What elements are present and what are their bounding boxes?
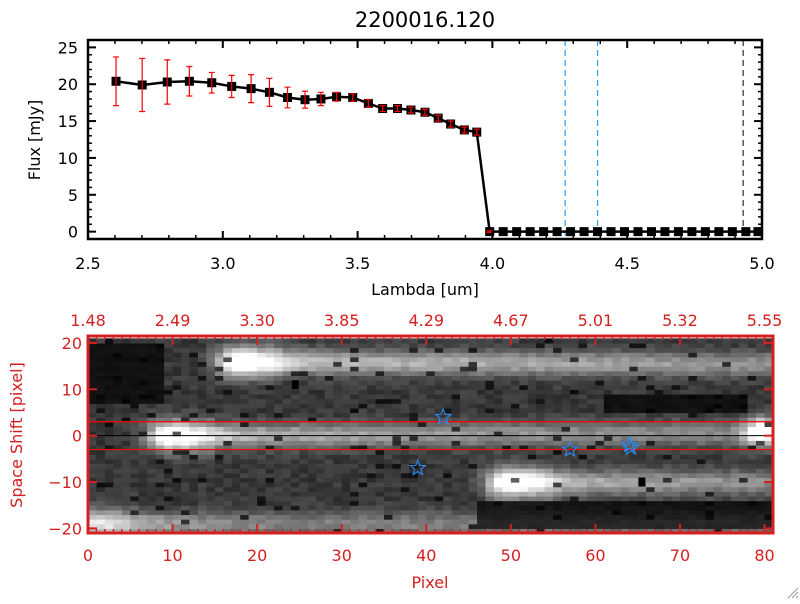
error-bar	[317, 91, 324, 107]
heatmap-cells	[88, 338, 774, 534]
error-bar	[228, 74, 235, 99]
x-tick-label: 0	[83, 546, 93, 565]
data-point	[633, 227, 643, 237]
top-wavelength-label: 5.55	[747, 311, 783, 330]
data-point	[566, 227, 576, 237]
error-bar	[473, 128, 480, 136]
error-bar	[379, 104, 386, 113]
error-bar	[461, 126, 468, 134]
y-tick-label: 15	[58, 112, 78, 131]
y-tick-label: 25	[58, 38, 78, 57]
error-bar	[407, 106, 414, 114]
error-bar	[365, 99, 372, 108]
resize-grip-icon[interactable]	[787, 587, 799, 599]
top-wavelength-label: 3.85	[324, 311, 360, 330]
top-wavelength-label: 5.01	[578, 311, 614, 330]
error-bar	[113, 56, 120, 107]
y-tick-label: 5	[68, 186, 78, 205]
data-point	[552, 227, 562, 237]
error-bar	[349, 93, 356, 102]
error-bar	[284, 86, 291, 109]
y-tick-label: −20	[48, 519, 82, 538]
x-tick-label: 4.0	[480, 254, 505, 273]
error-bar	[435, 114, 442, 122]
error-bar	[164, 59, 171, 105]
x-tick-label: 3.0	[210, 254, 235, 273]
bottom-y-axis-label: Space Shift [pixel]	[7, 362, 26, 508]
data-point	[593, 227, 603, 237]
top-wavelength-label: 2.49	[155, 311, 191, 330]
x-tick-label: 50	[501, 546, 521, 565]
data-point	[606, 227, 616, 237]
data-point	[700, 227, 710, 237]
y-tick-label: 10	[58, 149, 78, 168]
error-bar	[208, 71, 215, 94]
star-marker-icon	[560, 440, 580, 458]
y-tick-label: 0	[68, 223, 78, 242]
top-wavelength-label: 4.29	[408, 311, 444, 330]
x-tick-label: 70	[670, 546, 690, 565]
star-marker-icon	[620, 435, 639, 453]
data-point	[741, 227, 751, 237]
y-tick-label: 20	[58, 75, 78, 94]
error-bar	[139, 57, 146, 113]
spectrum-plot: 2.5 3.0 3.5 4.0 4.5 5.0 0 5 10 15 20 25	[58, 38, 775, 273]
y-tick-label: 0	[72, 427, 82, 446]
error-bar	[266, 77, 273, 107]
star-marker-icon	[621, 438, 641, 456]
error-bar	[248, 74, 255, 104]
x-tick-label: 5.0	[749, 254, 774, 273]
masked-pixel	[291, 380, 299, 390]
error-bar	[447, 120, 454, 128]
error-bar	[186, 65, 193, 97]
top-wavelength-label: 3.30	[239, 311, 275, 330]
masked-pixel	[638, 477, 646, 487]
bottom-axes-frame	[86, 334, 775, 535]
data-point	[525, 227, 535, 237]
star-marker-icon	[408, 458, 427, 476]
data-point	[646, 227, 656, 237]
data-point	[687, 227, 697, 237]
x-tick-label: 4.5	[614, 254, 639, 273]
x-tick-label: 40	[416, 546, 436, 565]
data-point	[512, 227, 522, 237]
x-tick-label: 20	[247, 546, 267, 565]
data-point	[620, 227, 630, 237]
x-tick-label: 60	[585, 546, 605, 565]
data-point	[714, 227, 724, 237]
x-tick-label: 80	[754, 546, 774, 565]
x-tick-label: 3.5	[345, 254, 370, 273]
x-tick-label: 30	[332, 546, 352, 565]
y-tick-label: −10	[48, 473, 82, 492]
top-x-axis-label: Lambda [um]	[371, 280, 479, 299]
spatial-heatmap: 0 1.48 10 2.49 20 3.30 30 3.85 40 4.29 50 4.67 60 5.0…	[48, 311, 782, 565]
top-axes-frame	[86, 38, 764, 241]
error-bar	[302, 90, 309, 109]
top-y-axis-label: Flux [mJy]	[25, 100, 44, 181]
top-wavelength-label: 4.67	[493, 311, 529, 330]
error-bar	[333, 91, 340, 102]
top-wavelength-label: 1.48	[70, 311, 106, 330]
top-wavelength-label: 5.32	[662, 311, 698, 330]
error-bar	[394, 104, 401, 113]
data-point	[727, 227, 737, 237]
bottom-x-axis-label: Pixel	[411, 573, 448, 592]
star-marker-icon	[434, 407, 453, 425]
chart-title: 2200016.120	[355, 8, 495, 32]
data-point	[498, 227, 508, 237]
y-tick-label: 10	[62, 380, 82, 399]
data-point	[660, 227, 670, 237]
y-tick-label: 20	[62, 334, 82, 353]
x-tick-label: 2.5	[75, 254, 100, 273]
error-bar	[422, 108, 428, 116]
data-point	[673, 227, 683, 237]
data-point	[539, 227, 549, 237]
data-point	[579, 227, 589, 237]
x-tick-label: 10	[162, 546, 182, 565]
